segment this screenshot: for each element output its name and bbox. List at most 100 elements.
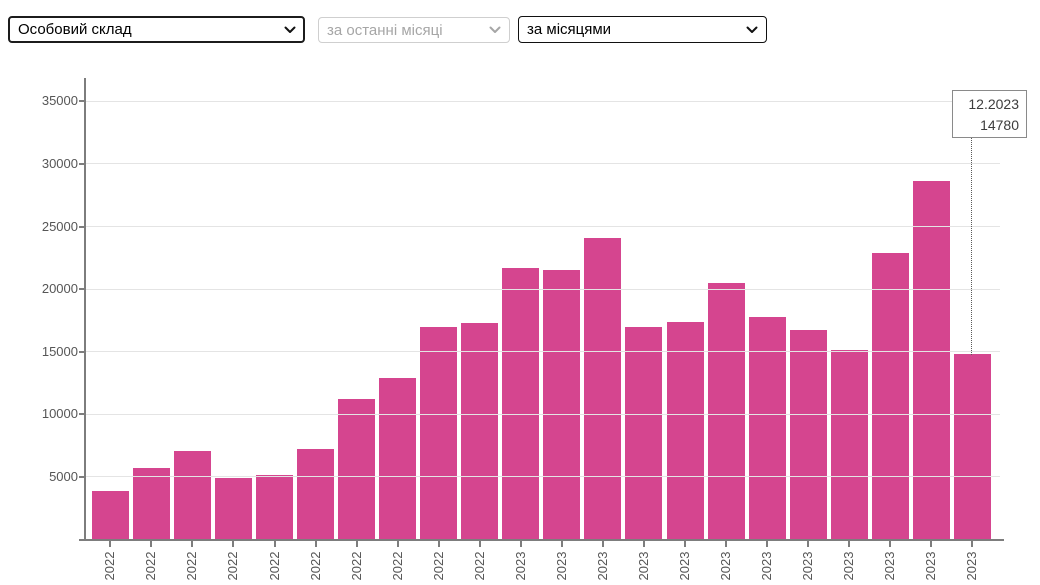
- x-axis-label: 2023: [841, 551, 857, 581]
- gridline: [86, 351, 1000, 353]
- x-axis-tick: [766, 541, 769, 547]
- chart-bar-10[interactable]: [461, 322, 499, 540]
- x-axis-tick: [807, 541, 810, 547]
- chart-bar-19[interactable]: [830, 350, 868, 540]
- gridline: [86, 226, 1000, 227]
- x-axis-tick: [396, 541, 399, 547]
- x-axis-label: 2022: [389, 551, 405, 581]
- y-axis-tick: [79, 413, 85, 416]
- grouping-select[interactable]: за місяцями: [518, 16, 767, 43]
- y-axis-label: 20000: [41, 281, 78, 297]
- y-axis-tick: [79, 350, 85, 353]
- x-axis-tick: [848, 541, 851, 547]
- x-axis-label: 2022: [266, 551, 282, 581]
- x-axis-line: [79, 539, 1004, 541]
- chart-bar-18[interactable]: [789, 330, 827, 540]
- x-axis-label: 2023: [882, 551, 898, 581]
- y-axis-label: 10000: [41, 406, 78, 422]
- y-axis-label: 35000: [41, 93, 78, 109]
- controls-bar: Особовий склад за останні місяці за міся…: [0, 0, 1040, 60]
- x-axis-label: 2023: [800, 551, 816, 581]
- x-axis-label: 2022: [184, 551, 200, 581]
- y-axis-label: 30000: [41, 155, 78, 171]
- x-axis-tick: [232, 541, 235, 547]
- x-axis-label: 2022: [102, 551, 118, 581]
- x-axis-label: 2022: [348, 551, 364, 581]
- chart-bar-5[interactable]: [256, 475, 293, 540]
- x-axis-tick: [150, 541, 153, 547]
- x-axis-tick: [519, 541, 522, 547]
- y-axis-label: 25000: [41, 218, 78, 234]
- x-axis-tick: [191, 541, 194, 547]
- x-axis-label: 2022: [430, 551, 446, 581]
- chart-bar-21[interactable]: [912, 181, 950, 540]
- chart-bar-8[interactable]: [379, 377, 417, 540]
- gridline: [86, 100, 1000, 102]
- chart-bar-7[interactable]: [338, 399, 376, 540]
- x-axis-tick: [642, 541, 645, 547]
- dataset-select-wrap: Особовий склад: [8, 16, 305, 43]
- chart-bar-14[interactable]: [625, 326, 663, 540]
- x-axis-tick: [971, 541, 974, 547]
- tooltip: 12.2023 14780: [952, 90, 1027, 138]
- x-axis-label: 2022: [225, 551, 241, 581]
- x-axis-label: 2023: [923, 551, 939, 581]
- chart-bar-16[interactable]: [707, 283, 745, 540]
- x-axis-label: 2023: [512, 551, 528, 581]
- x-axis-tick: [273, 541, 276, 547]
- dataset-select[interactable]: Особовий склад: [8, 16, 305, 43]
- x-axis-label: 2023: [964, 551, 980, 581]
- x-axis-tick: [437, 541, 440, 547]
- chart-bar-6[interactable]: [297, 448, 335, 540]
- x-axis-label: 2023: [759, 551, 775, 581]
- chart-bar-1[interactable]: [91, 490, 129, 540]
- x-axis-tick: [930, 541, 933, 547]
- y-axis-tick: [79, 162, 85, 165]
- x-axis-label: 2022: [471, 551, 487, 581]
- chart-bar-20[interactable]: [871, 252, 909, 540]
- chart-bar-13[interactable]: [584, 238, 622, 540]
- y-axis-label: 15000: [41, 343, 78, 359]
- bar-chart: 2023 2023 2023 2023 2023 2023 2023 2023 2023 2023…: [0, 60, 1040, 585]
- y-axis-tick: [79, 288, 85, 291]
- gridline: [86, 288, 1000, 290]
- chart-bar-4[interactable]: [214, 478, 252, 540]
- y-axis-tick: [79, 475, 85, 478]
- x-axis-tick: [725, 541, 728, 547]
- chart-bar-3[interactable]: [173, 451, 211, 540]
- x-axis-tick: [109, 541, 112, 547]
- y-axis-tick: [79, 225, 85, 228]
- x-axis-label: 2023: [553, 551, 569, 581]
- chart-bar-12[interactable]: [543, 270, 581, 540]
- x-axis-label: 2022: [307, 551, 323, 581]
- x-axis-tick: [889, 541, 892, 547]
- chart-bar-9[interactable]: [420, 326, 458, 540]
- x-axis-tick: [355, 541, 358, 547]
- x-axis-label: 2023: [677, 551, 692, 581]
- x-axis-tick: [478, 541, 481, 547]
- x-axis-tick: [560, 541, 563, 547]
- chart-bar-11[interactable]: [502, 267, 540, 540]
- chart-bar-15[interactable]: [666, 321, 704, 540]
- tooltip-connector-line: [971, 138, 972, 355]
- x-axis-tick: [601, 541, 604, 547]
- period-select-wrap: за останні місяці: [318, 17, 510, 43]
- tooltip-value: 14780: [980, 117, 1019, 133]
- grouping-select-wrap: за місяцями: [518, 16, 767, 43]
- gridline: [86, 163, 1000, 165]
- x-axis-label: 2023: [594, 551, 610, 581]
- x-axis-tick: [314, 541, 317, 547]
- gridline: [86, 413, 1000, 415]
- tooltip-date: 12.2023: [968, 96, 1019, 112]
- y-axis-label: 5000: [49, 468, 78, 484]
- x-axis-label: 2022: [143, 551, 159, 581]
- chart-bar-2[interactable]: [132, 468, 170, 540]
- chart-bar-22[interactable]: [953, 354, 991, 540]
- chart-bar-17[interactable]: [748, 316, 786, 540]
- y-axis-tick: [79, 100, 85, 103]
- x-axis-label: 2023: [635, 551, 651, 581]
- y-axis-line: [84, 78, 86, 540]
- period-select: за останні місяці: [318, 17, 510, 43]
- x-axis-label: 2023: [718, 551, 734, 581]
